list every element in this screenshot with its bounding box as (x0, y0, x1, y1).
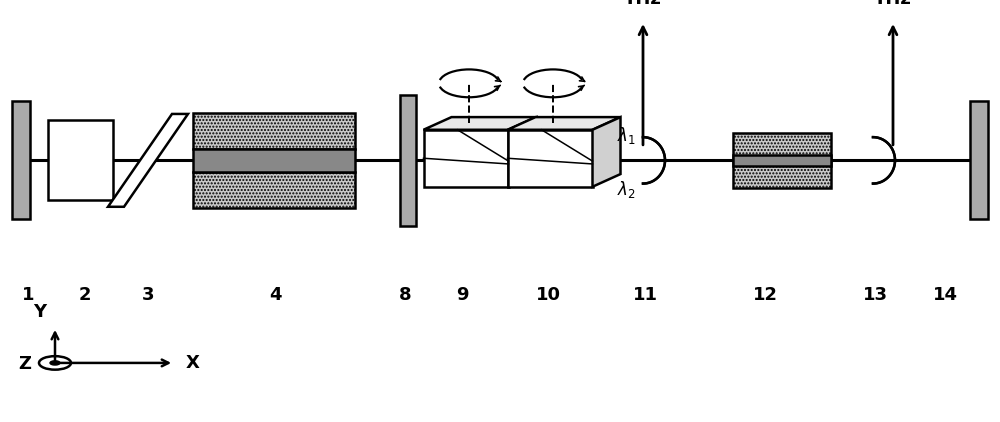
Text: 9: 9 (456, 287, 468, 304)
Bar (193, 149, 355, 172)
Bar (424, 130, 509, 187)
Text: 4: 4 (269, 287, 281, 304)
Circle shape (50, 361, 60, 365)
Bar (193, 172, 355, 208)
Bar (400, 95, 416, 226)
Text: X: X (186, 354, 200, 372)
Bar (48, 120, 113, 200)
Text: 12: 12 (753, 287, 778, 304)
Text: $\lambda_1$: $\lambda_1$ (617, 124, 636, 146)
Text: 11: 11 (633, 287, 658, 304)
Polygon shape (108, 114, 188, 207)
Text: 3: 3 (142, 287, 154, 304)
Text: 10: 10 (536, 287, 560, 304)
Text: 14: 14 (932, 287, 958, 304)
Text: 13: 13 (862, 287, 888, 304)
Polygon shape (508, 117, 620, 130)
Text: 8: 8 (399, 287, 411, 304)
Bar (12, 101, 30, 219)
Text: $\lambda_2$: $\lambda_2$ (617, 179, 636, 200)
Bar (193, 113, 355, 149)
Bar (733, 133, 831, 188)
Text: 1: 1 (22, 287, 34, 304)
Polygon shape (592, 117, 620, 187)
Bar (733, 155, 831, 166)
Bar (508, 130, 592, 187)
Polygon shape (424, 117, 537, 130)
Text: 2: 2 (79, 287, 91, 304)
Bar (970, 101, 988, 219)
Text: THz: THz (624, 0, 662, 8)
Text: Y: Y (33, 303, 47, 321)
Text: THz: THz (874, 0, 912, 8)
Polygon shape (509, 117, 537, 187)
Text: Z: Z (18, 355, 31, 373)
